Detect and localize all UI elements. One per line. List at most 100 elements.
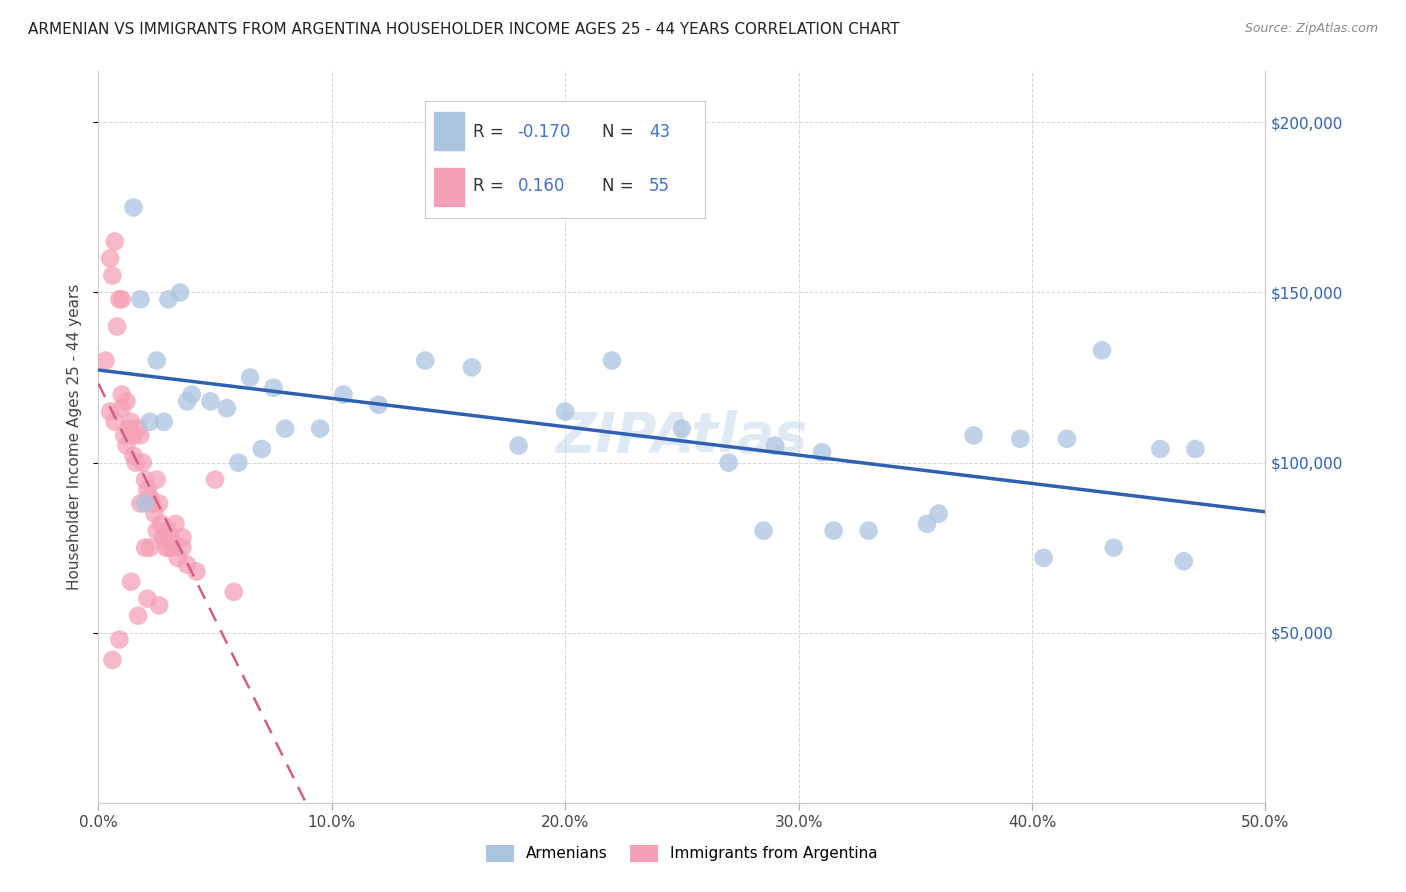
Point — [120, 415, 142, 429]
Point — [98, 252, 121, 266]
Point — [152, 415, 174, 429]
Point — [152, 531, 174, 545]
Point — [165, 516, 187, 531]
Legend: Armenians, Immigrants from Argentina: Armenians, Immigrants from Argentina — [479, 838, 884, 868]
Point — [600, 353, 623, 368]
Point — [1149, 442, 1171, 456]
Point — [1010, 432, 1032, 446]
Point — [122, 428, 145, 442]
Text: ZIPAtlas: ZIPAtlas — [555, 410, 808, 464]
Point — [928, 507, 950, 521]
Point — [120, 574, 142, 589]
Point — [146, 473, 169, 487]
Point — [111, 401, 134, 416]
Point — [134, 473, 156, 487]
Point — [139, 490, 162, 504]
Point — [200, 394, 222, 409]
Point — [176, 558, 198, 572]
Point — [962, 428, 984, 442]
Point — [94, 353, 117, 368]
Point — [157, 541, 180, 555]
Point — [115, 439, 138, 453]
Point — [155, 541, 177, 555]
Point — [186, 565, 208, 579]
Point — [228, 456, 250, 470]
Point — [1102, 541, 1125, 555]
Point — [139, 415, 162, 429]
Point — [122, 201, 145, 215]
Point — [180, 387, 202, 401]
Point — [105, 319, 128, 334]
Text: ARMENIAN VS IMMIGRANTS FROM ARGENTINA HOUSEHOLDER INCOME AGES 25 - 44 YEARS CORR: ARMENIAN VS IMMIGRANTS FROM ARGENTINA HO… — [28, 22, 900, 37]
Point — [554, 404, 576, 418]
Point — [222, 585, 245, 599]
Point — [98, 404, 121, 418]
Point — [274, 421, 297, 435]
Point — [136, 591, 159, 606]
Point — [157, 524, 180, 538]
Point — [141, 496, 163, 510]
Point — [129, 496, 152, 510]
Point — [118, 421, 141, 435]
Point — [146, 524, 169, 538]
Point — [239, 370, 262, 384]
Point — [176, 394, 198, 409]
Point — [134, 541, 156, 555]
Point — [763, 439, 786, 453]
Point — [129, 293, 152, 307]
Point — [215, 401, 238, 416]
Point — [752, 524, 775, 538]
Point — [1173, 554, 1195, 568]
Point — [148, 496, 170, 510]
Point — [122, 449, 145, 463]
Point — [101, 268, 124, 283]
Point — [204, 473, 226, 487]
Point — [108, 293, 131, 307]
Point — [129, 428, 152, 442]
Point — [508, 439, 530, 453]
Point — [143, 507, 166, 521]
Point — [139, 541, 162, 555]
Point — [1032, 550, 1054, 565]
Point — [134, 496, 156, 510]
Point — [159, 531, 181, 545]
Point — [172, 531, 194, 545]
Point — [127, 608, 149, 623]
Point — [101, 653, 124, 667]
Point — [108, 632, 131, 647]
Point — [811, 445, 834, 459]
Point — [136, 483, 159, 497]
Point — [1056, 432, 1078, 446]
Point — [104, 415, 127, 429]
Point — [367, 398, 389, 412]
Point — [112, 428, 135, 442]
Point — [250, 442, 273, 456]
Point — [150, 516, 173, 531]
Point — [671, 421, 693, 435]
Point — [262, 381, 284, 395]
Point — [127, 421, 149, 435]
Point — [157, 293, 180, 307]
Point — [858, 524, 880, 538]
Point — [111, 387, 134, 401]
Point — [1091, 343, 1114, 358]
Point — [461, 360, 484, 375]
Point — [823, 524, 845, 538]
Point — [115, 394, 138, 409]
Point — [413, 353, 436, 368]
Point — [309, 421, 332, 435]
Point — [125, 456, 148, 470]
Point — [104, 235, 127, 249]
Point — [717, 456, 740, 470]
Point — [111, 293, 134, 307]
Point — [172, 541, 194, 555]
Point — [332, 387, 354, 401]
Point — [915, 516, 938, 531]
Point — [169, 285, 191, 300]
Point — [152, 531, 174, 545]
Point — [1184, 442, 1206, 456]
Point — [166, 550, 188, 565]
Point — [132, 456, 155, 470]
Point — [146, 353, 169, 368]
Text: Source: ZipAtlas.com: Source: ZipAtlas.com — [1244, 22, 1378, 36]
